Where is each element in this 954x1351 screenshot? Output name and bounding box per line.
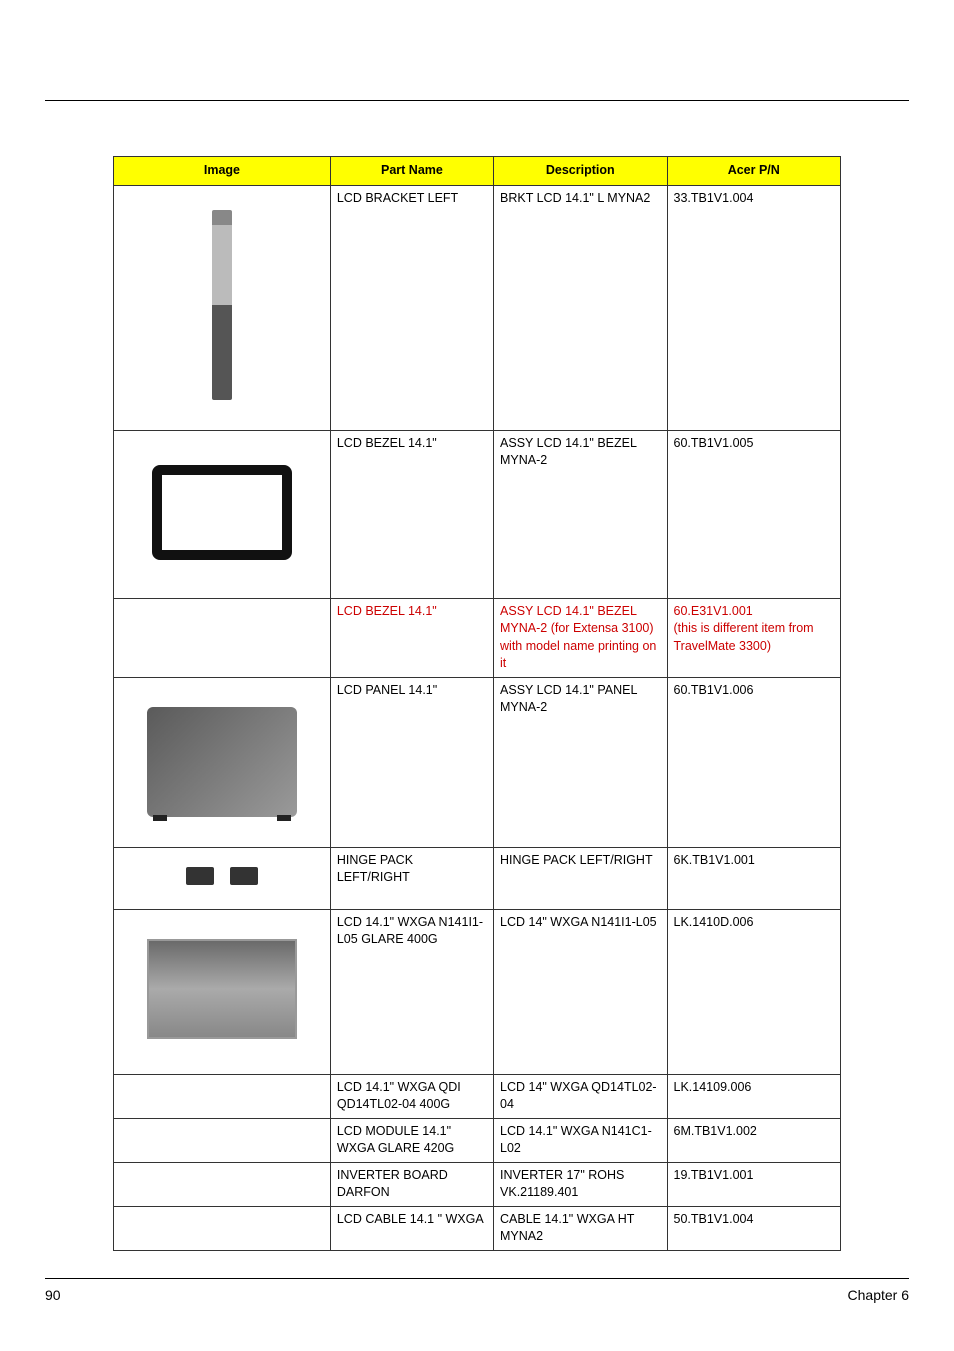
part-name-value: LCD MODULE 14.1" WXGA GLARE 420G <box>337 1124 454 1156</box>
description-cell: BRKT LCD 14.1" L MYNA2 <box>494 185 667 430</box>
description-value: LCD 14.1" WXGA N141C1-L02 <box>500 1124 652 1156</box>
acer-pn-cell: LK.14109.006 <box>667 1074 841 1118</box>
part-name-value: LCD CABLE 14.1 " WXGA <box>337 1212 484 1226</box>
part-name-cell: LCD CABLE 14.1 " WXGA <box>330 1206 493 1250</box>
part-name-cell: LCD 14.1" WXGA N141I1-L05 GLARE 400G <box>330 909 493 1074</box>
table-row: LCD 14.1" WXGA QDI QD14TL02-04 400G LCD 1… <box>114 1074 841 1118</box>
hinge-image <box>120 867 324 885</box>
acer-pn-value: 33.TB1V1.004 <box>674 191 754 205</box>
part-name-cell: LCD BRACKET LEFT <box>330 185 493 430</box>
part-name-cell: LCD 14.1" WXGA QDI QD14TL02-04 400G <box>330 1074 493 1118</box>
part-name-value: LCD BRACKET LEFT <box>337 191 458 205</box>
image-cell <box>114 909 331 1074</box>
description-cell: LCD 14" WXGA QD14TL02-04 <box>494 1074 667 1118</box>
part-name-value: LCD PANEL 14.1" <box>337 683 437 697</box>
part-name-value: LCD BEZEL 14.1" <box>337 436 437 450</box>
image-cell <box>114 1074 331 1118</box>
image-cell <box>114 598 331 677</box>
table-row: LCD PANEL 14.1" ASSY LCD 14.1" PANEL MYNA… <box>114 677 841 847</box>
acer-pn-note: (this is different item from TravelMate … <box>674 621 814 653</box>
acer-pn-cell: 60.TB1V1.006 <box>667 677 841 847</box>
table-row: LCD BEZEL 14.1" ASSY LCD 14.1" BEZEL MYNA… <box>114 430 841 598</box>
table-body: LCD BRACKET LEFT BRKT LCD 14.1" L MYNA2 33… <box>114 185 841 1250</box>
image-cell <box>114 430 331 598</box>
part-name-cell: LCD MODULE 14.1" WXGA GLARE 420G <box>330 1118 493 1162</box>
parts-table: Image Part Name Description Acer P/N LCD… <box>113 156 841 1251</box>
part-name-cell: LCD PANEL 14.1" <box>330 677 493 847</box>
part-name-value: HINGE PACK LEFT/RIGHT <box>337 853 413 885</box>
description-value: HINGE PACK LEFT/RIGHT <box>500 853 653 867</box>
header-image: Image <box>114 157 331 186</box>
acer-pn-cell: LK.1410D.006 <box>667 909 841 1074</box>
description-cell: ASSY LCD 14.1" PANEL MYNA-2 <box>494 677 667 847</box>
table-row: LCD MODULE 14.1" WXGA GLARE 420G LCD 14.1… <box>114 1118 841 1162</box>
description-cell: CABLE 14.1" WXGA HT MYNA2 <box>494 1206 667 1250</box>
acer-pn-cell: 60.TB1V1.005 <box>667 430 841 598</box>
acer-pn-value: 6K.TB1V1.001 <box>674 853 755 867</box>
page-footer: 90 Chapter 6 <box>0 1278 954 1303</box>
table-row: LCD BEZEL 14.1" ASSY LCD 14.1" BEZEL MYNA… <box>114 598 841 677</box>
image-cell <box>114 847 331 909</box>
acer-pn-value: 6M.TB1V1.002 <box>674 1124 757 1138</box>
description-cell: LCD 14.1" WXGA N141C1-L02 <box>494 1118 667 1162</box>
description-cell: HINGE PACK LEFT/RIGHT <box>494 847 667 909</box>
description-value: BRKT LCD 14.1" L MYNA2 <box>500 191 650 205</box>
header-description: Description <box>494 157 667 186</box>
part-name-value: LCD 14.1" WXGA N141I1-L05 GLARE 400G <box>337 915 483 947</box>
image-cell <box>114 185 331 430</box>
top-rule <box>45 100 909 101</box>
image-cell <box>114 677 331 847</box>
acer-pn-cell: 50.TB1V1.004 <box>667 1206 841 1250</box>
description-value: ASSY LCD 14.1" PANEL MYNA-2 <box>500 683 637 715</box>
acer-pn-value: 60.TB1V1.006 <box>674 683 754 697</box>
acer-pn-value: LK.14109.006 <box>674 1080 752 1094</box>
acer-pn-value: 19.TB1V1.001 <box>674 1168 754 1182</box>
acer-pn-value: LK.1410D.006 <box>674 915 754 929</box>
description-cell: LCD 14" WXGA N141I1-L05 <box>494 909 667 1074</box>
part-name-cell: LCD BEZEL 14.1" <box>330 598 493 677</box>
image-cell <box>114 1206 331 1250</box>
description-value: INVERTER 17" ROHS VK.21189.401 <box>500 1168 624 1200</box>
acer-pn-cell: 33.TB1V1.004 <box>667 185 841 430</box>
description-cell: ASSY LCD 14.1" BEZEL MYNA-2 (for Extensa… <box>494 598 667 677</box>
bracket-image <box>212 210 232 400</box>
description-cell: ASSY LCD 14.1" BEZEL MYNA-2 <box>494 430 667 598</box>
header-acer-pn: Acer P/N <box>667 157 841 186</box>
acer-pn-cell: 6M.TB1V1.002 <box>667 1118 841 1162</box>
part-name-cell: INVERTER BOARD DARFON <box>330 1162 493 1206</box>
part-name-cell: HINGE PACK LEFT/RIGHT <box>330 847 493 909</box>
acer-pn-cell: 6K.TB1V1.001 <box>667 847 841 909</box>
panel-image <box>147 707 297 817</box>
footer-rule <box>45 1278 909 1279</box>
table-header-row: Image Part Name Description Acer P/N <box>114 157 841 186</box>
chapter-label: Chapter 6 <box>848 1287 909 1303</box>
table-row: LCD BRACKET LEFT BRKT LCD 14.1" L MYNA2 33… <box>114 185 841 430</box>
part-name-value: INVERTER BOARD DARFON <box>337 1168 448 1200</box>
bezel-image <box>152 465 292 560</box>
description-value: LCD 14" WXGA QD14TL02-04 <box>500 1080 657 1112</box>
description-value: LCD 14" WXGA N141I1-L05 <box>500 915 657 929</box>
table-row: INVERTER BOARD DARFON INVERTER 17" ROHS V… <box>114 1162 841 1206</box>
table-row: LCD 14.1" WXGA N141I1-L05 GLARE 400G LCD … <box>114 909 841 1074</box>
lcd-image <box>147 939 297 1039</box>
part-name-value: LCD 14.1" WXGA QDI QD14TL02-04 400G <box>337 1080 461 1112</box>
description-value: ASSY LCD 14.1" BEZEL MYNA-2 <box>500 436 636 468</box>
page-number: 90 <box>45 1287 61 1303</box>
part-name-cell: LCD BEZEL 14.1" <box>330 430 493 598</box>
acer-pn-value: 50.TB1V1.004 <box>674 1212 754 1226</box>
description-cell: INVERTER 17" ROHS VK.21189.401 <box>494 1162 667 1206</box>
acer-pn-value: 60.TB1V1.005 <box>674 436 754 450</box>
part-name-value: LCD BEZEL 14.1" <box>337 604 437 618</box>
table-row: LCD CABLE 14.1 " WXGA CABLE 14.1" WXGA HT… <box>114 1206 841 1250</box>
table-row: HINGE PACK LEFT/RIGHT HINGE PACK LEFT/RIG… <box>114 847 841 909</box>
acer-pn-cell: 60.E31V1.001 (this is different item from… <box>667 598 841 677</box>
description-value: ASSY LCD 14.1" BEZEL MYNA-2 (for Extensa… <box>500 604 656 671</box>
description-value: CABLE 14.1" WXGA HT MYNA2 <box>500 1212 634 1244</box>
acer-pn-value: 60.E31V1.001 <box>674 604 753 618</box>
image-cell <box>114 1162 331 1206</box>
acer-pn-cell: 19.TB1V1.001 <box>667 1162 841 1206</box>
image-cell <box>114 1118 331 1162</box>
header-part-name: Part Name <box>330 157 493 186</box>
